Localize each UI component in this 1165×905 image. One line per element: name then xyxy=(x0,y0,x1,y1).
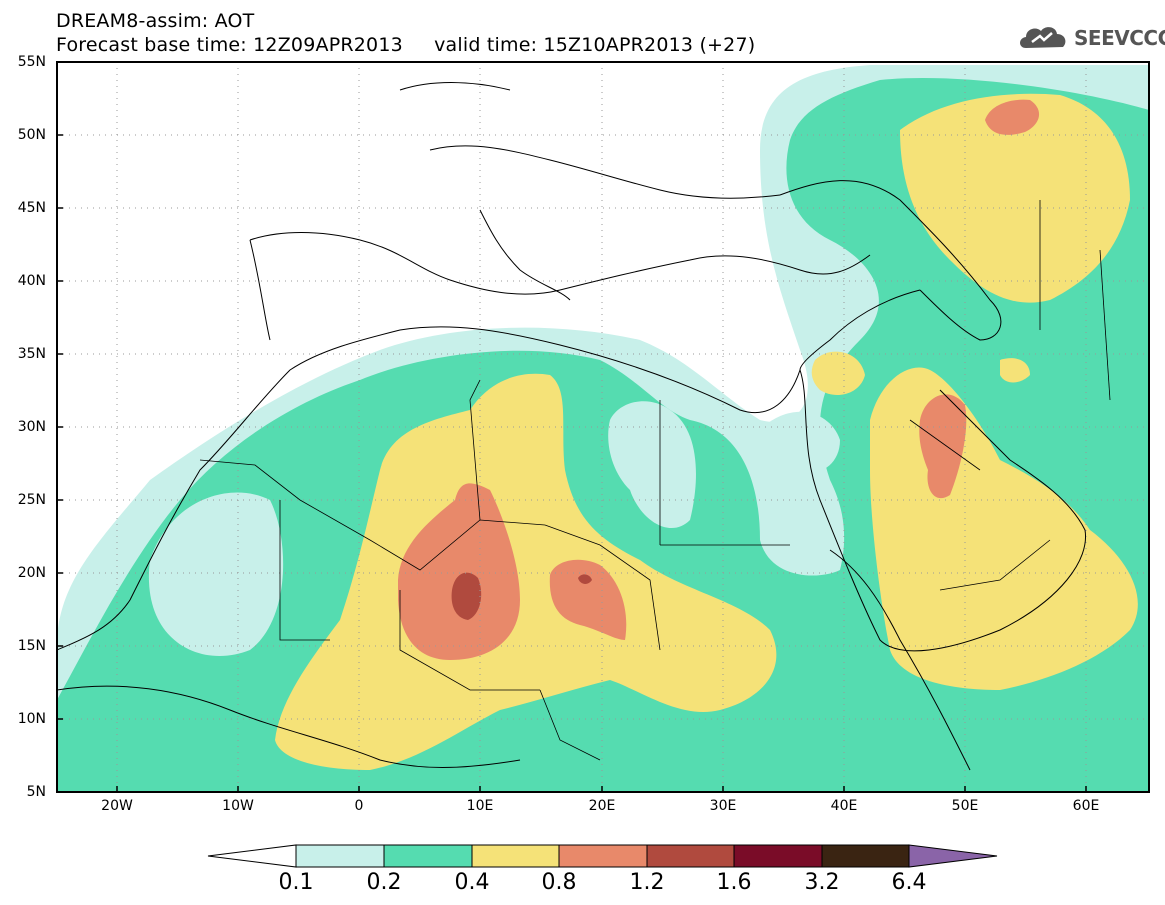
lat-label: 30N xyxy=(17,419,46,435)
lon-label: 0 xyxy=(354,798,364,814)
seevccc-logo: SEEVCCC xyxy=(1016,22,1165,56)
field-0.2-0.4 xyxy=(57,78,1149,792)
lat-label: 5N xyxy=(26,784,46,800)
colorbar-over-arrow xyxy=(908,844,998,868)
field-0.4-0.8-iran xyxy=(1000,358,1030,383)
colorbar-label: 6.4 xyxy=(891,870,927,895)
lon-label: 10W xyxy=(222,798,254,814)
lon-label: 50E xyxy=(951,798,979,814)
colorbar-bin-4 xyxy=(558,844,648,868)
colorbar-bin-1 xyxy=(295,844,385,868)
field-0.4-0.8-iraq xyxy=(811,351,865,395)
logo-text: SEEVCCC xyxy=(1074,26,1165,50)
aot-fields xyxy=(57,65,1149,792)
lon-label: 10E xyxy=(466,798,494,814)
field-0.4-0.8-sahara xyxy=(275,373,777,770)
colorbar-bin-6 xyxy=(733,844,823,868)
field-0.8-1.2-caspian xyxy=(985,99,1040,135)
colorbar-label: 3.2 xyxy=(804,870,840,895)
colorbar-bin-7 xyxy=(821,844,910,868)
lat-label: 25N xyxy=(17,492,46,508)
colorbar xyxy=(207,844,998,868)
lat-label: 15N xyxy=(17,638,46,654)
lat-label: 20N xyxy=(17,565,46,581)
colorbar-label: 0.1 xyxy=(278,870,314,895)
lat-label: 55N xyxy=(17,54,46,70)
ticks xyxy=(57,61,1087,793)
colorbar-bin-5 xyxy=(646,844,735,868)
coastlines xyxy=(57,82,1087,771)
colorbar-label: 0.8 xyxy=(541,870,577,895)
lon-label: 20E xyxy=(588,798,616,814)
lon-label: 20W xyxy=(101,798,133,814)
colorbar-label: 1.6 xyxy=(716,870,752,895)
field-0.8-1.2-niger xyxy=(398,483,520,660)
lat-label: 40N xyxy=(17,273,46,289)
field-1.2-1.6-chad xyxy=(578,574,592,584)
colorbar-bin-2 xyxy=(383,844,473,868)
colorbar-label: 0.2 xyxy=(366,870,402,895)
lon-label: 60E xyxy=(1072,798,1100,814)
lat-label: 45N xyxy=(17,200,46,216)
cloud-icon xyxy=(1020,27,1066,48)
map-subtitle: Forecast base time: 12Z09APR2013 valid t… xyxy=(56,34,756,56)
colorbar-label: 0.4 xyxy=(454,870,490,895)
lat-label: 35N xyxy=(17,346,46,362)
colorbar-under-arrow xyxy=(207,844,297,868)
field-patch-libya-cyan xyxy=(608,401,696,529)
borders xyxy=(199,200,1111,761)
graticule xyxy=(57,62,1149,792)
lat-label: 10N xyxy=(17,711,46,727)
lat-label: 50N xyxy=(17,127,46,143)
lon-label: 30E xyxy=(709,798,737,814)
field-0.4-0.8-caspian xyxy=(900,93,1130,303)
field-patch-sahara-west-cyan xyxy=(148,492,284,656)
field-0.8-1.2-iraq xyxy=(919,394,967,499)
map-title: DREAM8-assim: AOT xyxy=(56,10,255,32)
colorbar-label: 1.2 xyxy=(629,870,665,895)
field-1.2-1.6-niger xyxy=(451,572,482,620)
colorbar-bin-3 xyxy=(471,844,560,868)
lon-label: 40E xyxy=(830,798,858,814)
field-0.8-1.2-chad xyxy=(549,559,627,640)
